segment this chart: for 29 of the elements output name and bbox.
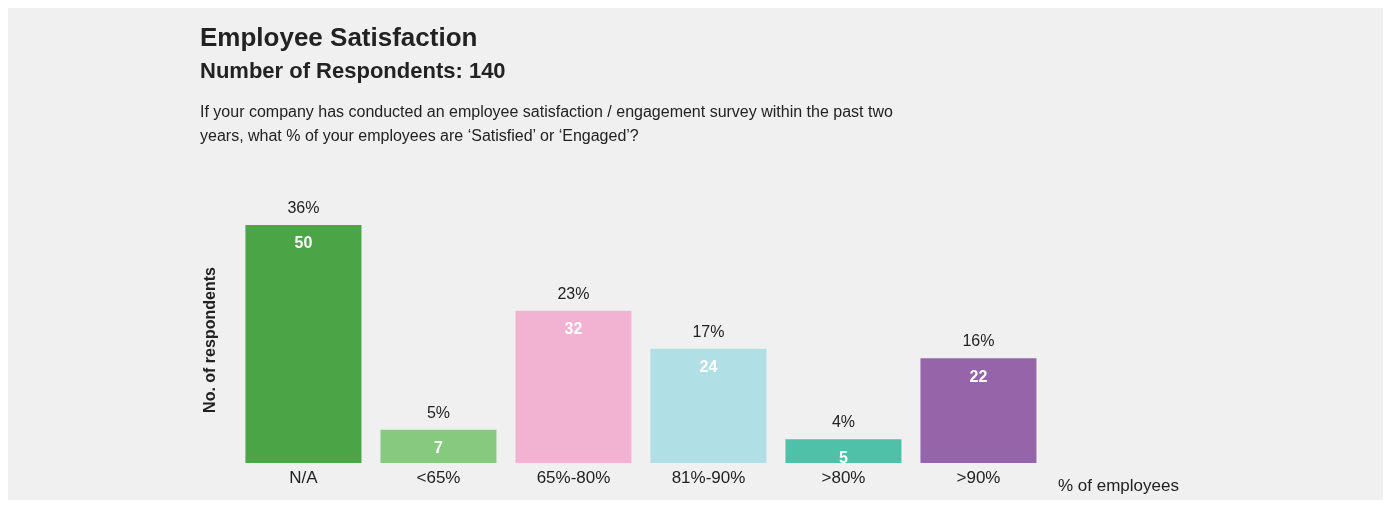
annotation: 36%: [287, 199, 320, 216]
annotation: 4%: [831, 413, 856, 431]
y-axis-title: No. of respondents: [201, 267, 219, 413]
annotation: 23%: [557, 284, 590, 302]
data-label: 50: [294, 234, 313, 252]
bar: [380, 429, 497, 463]
annotation: 17%: [692, 322, 725, 340]
bar: [245, 225, 362, 463]
data-label: 32: [564, 320, 583, 338]
x-tick-label: <65%: [416, 468, 461, 488]
bar: [920, 358, 1037, 463]
x-tick-label: >90%: [956, 468, 1001, 488]
data-label: 24: [699, 358, 718, 376]
x-tick-label: 81%-90%: [671, 468, 746, 488]
chart-title: Employee Satisfaction: [200, 22, 478, 53]
bar: [650, 348, 767, 463]
text: If your company has conducted an employee satisfaction / engagement survey within the past two years, what % of your employees are ‘Satisfied’ or ‘Engaged’?: [200, 102, 894, 146]
bar: [515, 310, 632, 463]
data-label: 5: [839, 448, 848, 466]
bar: [785, 439, 902, 463]
annotation: 5%: [426, 403, 451, 421]
data-label: 22: [969, 367, 988, 385]
x-axis-title: % of employees: [1058, 476, 1179, 496]
x-tick-label: N/A: [289, 468, 319, 488]
chart-subtitle: Number of Respondents: 140: [200, 58, 506, 84]
annotation: 16%: [962, 332, 995, 350]
x-tick-label: 65%-80%: [536, 468, 611, 488]
data-label: 7: [434, 439, 443, 457]
x-tick-label: >80%: [821, 468, 866, 488]
